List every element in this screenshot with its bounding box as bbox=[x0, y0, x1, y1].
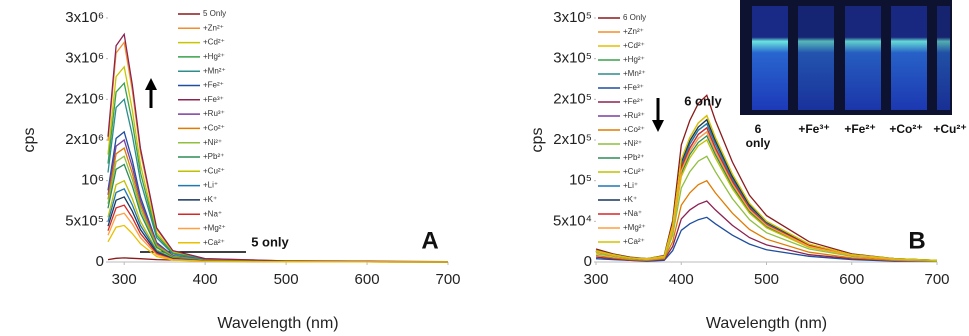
legend-label: +K⁺ bbox=[623, 195, 637, 204]
series-line bbox=[595, 216, 937, 262]
panel: 0 5x10⁴ 10⁵ 2x10⁵ 2x10⁵ 3x10⁵ 3x10⁵ 300 400 500 60… bbox=[529, 9, 949, 332]
legend-label: +Li⁺ bbox=[203, 181, 218, 190]
series-line bbox=[595, 94, 938, 262]
legend-label: +Fe²⁺ bbox=[623, 97, 644, 106]
legend-label: +Co²⁺ bbox=[203, 124, 225, 133]
legend-label: +Fe³⁺ bbox=[203, 95, 224, 104]
y-tick-label: 0 bbox=[584, 253, 592, 270]
panel: 0 5x10⁵ 10⁶ 2x10⁶ 2x10⁶ 3x10⁶ 3x10⁶ 300 400 500 60… bbox=[21, 9, 460, 332]
inset-label: +Cu²⁺ bbox=[933, 122, 967, 136]
series-line bbox=[595, 130, 938, 262]
series-line bbox=[595, 200, 938, 262]
series-line bbox=[107, 224, 449, 263]
x-tick-label: 300 bbox=[583, 271, 608, 288]
series-line bbox=[107, 32, 449, 263]
legend-label: 6 Only bbox=[623, 13, 646, 22]
x-axis-label: Wavelength (nm) bbox=[217, 315, 338, 332]
y-axis-label: cps bbox=[529, 128, 546, 153]
annotation: 6 only bbox=[684, 93, 722, 108]
y-tick-label: 5x10⁵ bbox=[65, 212, 104, 229]
legend-label: +Na⁺ bbox=[203, 209, 222, 218]
legend-label: +Ca²⁺ bbox=[203, 238, 225, 247]
x-tick-label: 700 bbox=[435, 271, 460, 288]
annotation: 5 only bbox=[251, 234, 289, 249]
x-tick-label: 400 bbox=[193, 271, 218, 288]
inset-label: +Co²⁺ bbox=[889, 122, 923, 136]
inset-label: +Fe²⁺ bbox=[844, 122, 876, 136]
legend-label: +Cu²⁺ bbox=[203, 166, 225, 175]
x-tick-label: 500 bbox=[754, 271, 779, 288]
y-tick-label: 2x10⁶ bbox=[65, 90, 104, 107]
y-tick-label: 10⁵ bbox=[569, 172, 592, 189]
legend-label: +Na⁺ bbox=[623, 209, 642, 218]
legend-label: +Mg²⁺ bbox=[203, 224, 226, 233]
legend-label: +K⁺ bbox=[203, 195, 217, 204]
series-line bbox=[595, 179, 938, 262]
legend-label: +Mn²⁺ bbox=[203, 66, 226, 75]
series-line bbox=[595, 139, 938, 262]
legend-label: +Ru³⁺ bbox=[203, 109, 225, 118]
legend-label: +Cd²⁺ bbox=[623, 41, 645, 50]
y-tick-label: 3x10⁵ bbox=[553, 9, 592, 26]
arrow-up bbox=[145, 78, 157, 108]
panel-label: A bbox=[421, 227, 438, 254]
y-tick-label: 10⁶ bbox=[81, 172, 104, 189]
series-line bbox=[107, 40, 449, 263]
y-axis-label: cps bbox=[21, 128, 38, 153]
legend-label: +Cd²⁺ bbox=[203, 38, 225, 47]
y-tick-label: 2x10⁶ bbox=[65, 131, 104, 148]
x-tick-label: 700 bbox=[924, 271, 949, 288]
x-tick-label: 300 bbox=[112, 271, 137, 288]
y-tick-label: 2x10⁵ bbox=[553, 131, 592, 148]
y-tick-label: 3x10⁶ bbox=[65, 50, 104, 67]
legend-label: +Zn²⁺ bbox=[623, 27, 644, 36]
legend-label: +Pb²⁺ bbox=[623, 153, 644, 162]
series-line bbox=[595, 114, 938, 262]
y-tick-label: 0 bbox=[96, 253, 104, 270]
y-tick-label: 3x10⁶ bbox=[65, 9, 104, 26]
legend-label: +Ni²⁺ bbox=[623, 139, 642, 148]
x-tick-label: 600 bbox=[839, 271, 864, 288]
legend-label: 5 Only bbox=[203, 9, 226, 18]
arrow-down bbox=[652, 98, 664, 132]
y-tick-label: 2x10⁵ bbox=[553, 90, 592, 107]
x-tick-label: 600 bbox=[355, 271, 380, 288]
x-axis-label: Wavelength (nm) bbox=[706, 315, 827, 332]
x-tick-label: 400 bbox=[669, 271, 694, 288]
series-line bbox=[107, 179, 449, 263]
series-line bbox=[595, 130, 938, 262]
legend-label: +Fe³⁺ bbox=[623, 83, 644, 92]
legend-label: +Mn²⁺ bbox=[623, 69, 646, 78]
inset-label: +Fe³⁺ bbox=[798, 122, 830, 136]
x-tick-label: 500 bbox=[274, 271, 299, 288]
legend-label: +Co²⁺ bbox=[623, 125, 645, 134]
inset-label: 6 only bbox=[745, 122, 771, 150]
legend-label: +Ca²⁺ bbox=[623, 237, 645, 246]
legend-label: +Ru³⁺ bbox=[623, 111, 645, 120]
legend-label: +Hg²⁺ bbox=[203, 52, 225, 61]
panel-label: B bbox=[908, 227, 925, 254]
y-tick-label: 3x10⁵ bbox=[553, 50, 592, 67]
legend-label: +Mg²⁺ bbox=[623, 223, 646, 232]
legend-label: +Ni²⁺ bbox=[203, 138, 222, 147]
series-line bbox=[595, 134, 938, 262]
legend-label: +Zn²⁺ bbox=[203, 23, 224, 32]
inset-photo bbox=[740, 0, 952, 115]
legend-label: +Pb²⁺ bbox=[203, 152, 224, 161]
legend-label: +Hg²⁺ bbox=[623, 55, 645, 64]
legend-label: +Fe²⁺ bbox=[203, 81, 224, 90]
y-tick-label: 5x10⁴ bbox=[553, 212, 592, 229]
legend-label: +Li⁺ bbox=[623, 181, 638, 190]
legend-label: +Cu²⁺ bbox=[623, 167, 645, 176]
